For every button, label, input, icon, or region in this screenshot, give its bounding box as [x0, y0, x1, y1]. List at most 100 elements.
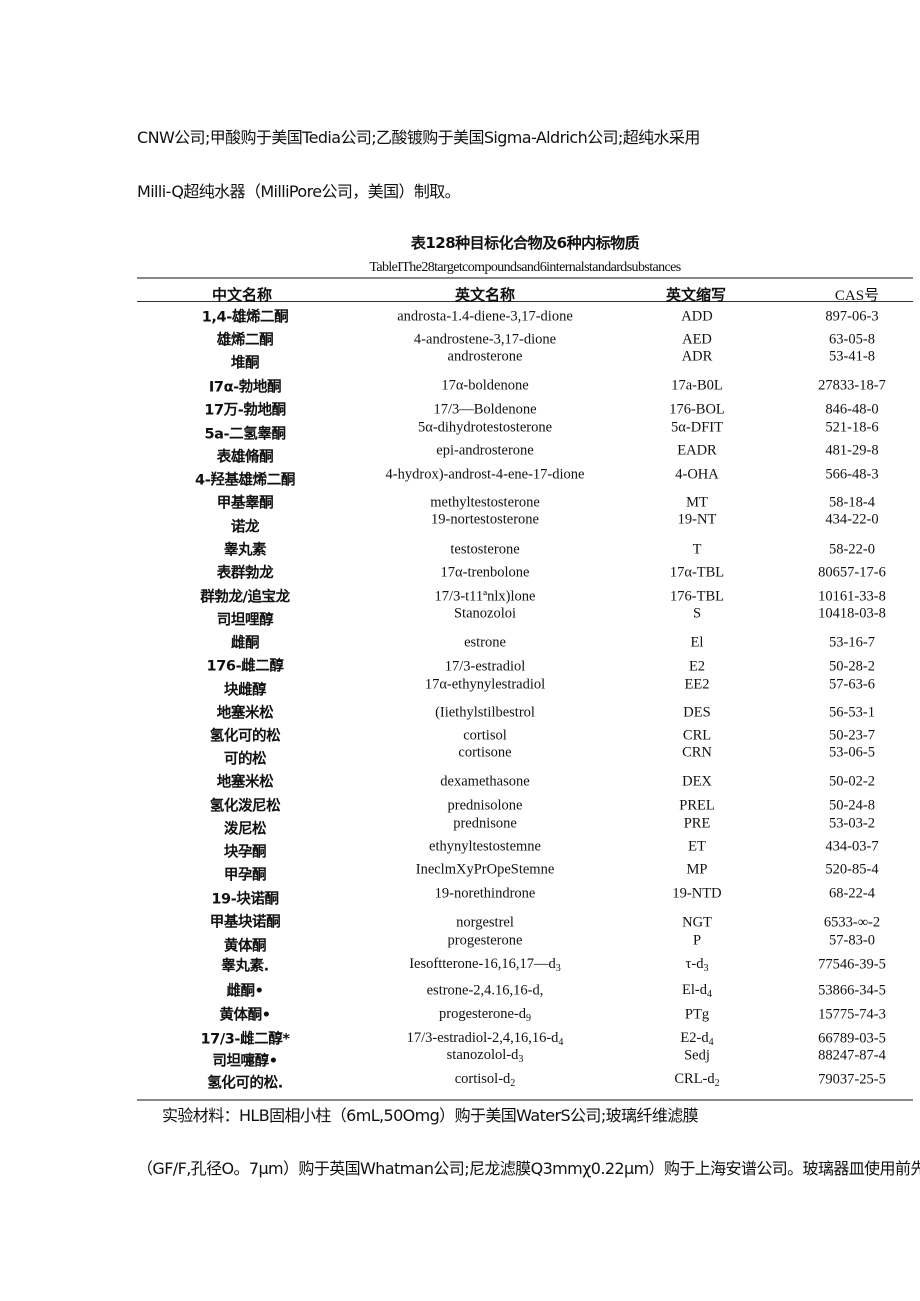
cell-abbreviation-text: 17a-B0L — [671, 377, 723, 394]
cell-chinese-name: 雌酮 — [231, 632, 260, 653]
cell-abbreviation: CRL-d2 — [674, 1071, 719, 1089]
cell-abbreviation-text: PRE — [683, 815, 711, 832]
cell-english-name: testosterone — [450, 542, 519, 559]
cell-english-name: estrone-2,4.16,16-d, — [427, 983, 544, 1000]
cell-abbreviation-text: CRL — [682, 727, 712, 744]
cell-cas: 15775-74-3 — [818, 1007, 886, 1024]
cell-cas: 53-16-7 — [829, 635, 875, 652]
cell-english-name: (Iiethylstilbestrol — [435, 705, 535, 722]
cell-abbreviation: ADR — [682, 349, 713, 366]
cell-abbreviation-text: EE2 — [684, 676, 710, 693]
cell-english-name: 17/3—Boldenone — [433, 402, 536, 419]
cell-english-name: prednisolone — [448, 798, 523, 815]
cell-english-name: epi-androsterone — [436, 443, 533, 460]
cell-chinese-name: 甲孕酮 — [224, 864, 267, 885]
cell-chinese-name: 甲基睾酮 — [217, 492, 274, 513]
cell-cas-text: 481-29-8 — [825, 442, 879, 459]
cell-english-name: 19-norethindrone — [435, 886, 536, 903]
cell-english-name-text: 5α-dihydrotestosterone — [417, 419, 553, 436]
cell-cas-text: 566-48-3 — [825, 466, 879, 483]
cell-chinese-name-text: 堆酮 — [230, 355, 260, 372]
cell-abbreviation: AED — [682, 332, 712, 349]
cell-cas-text: 521-18-6 — [825, 419, 879, 436]
cell-english-name-text: (Iiethylstilbestrol — [435, 704, 535, 721]
cell-english-name: 19-nortestosterone — [431, 512, 539, 529]
cell-english-name: 17/3-t11ªnlx)lone — [435, 589, 536, 606]
cell-abbreviation-text: P — [692, 932, 702, 949]
cell-english-name-text: 17/3—Boldenone — [433, 401, 537, 418]
cell-cas-text: 15775-74-3 — [818, 1006, 886, 1023]
subscript: 4 — [558, 1037, 564, 1048]
cell-english-name: IneclmXyPrOpeStemne — [416, 862, 555, 879]
cell-cas: 53-03-2 — [829, 816, 875, 833]
cell-chinese-name: 氢化可的松. — [207, 1072, 283, 1093]
cell-abbreviation-text: DEX — [682, 773, 712, 790]
cell-chinese-name: 诺龙 — [231, 516, 260, 537]
cell-english-name: Stanozoloi — [454, 606, 516, 623]
cell-abbreviation-text: τ-d — [685, 956, 704, 972]
cell-abbreviation-text: PTg — [684, 1006, 710, 1023]
cell-abbreviation-text: El-d — [682, 982, 707, 998]
cell-chinese-name-text: 氢化泼尼松 — [209, 798, 281, 815]
cell-cas-text: 53-16-7 — [829, 634, 875, 651]
cell-cas: 434-03-7 — [825, 839, 878, 856]
cell-cas: 10161-33-8 — [818, 589, 886, 606]
cell-cas-text: 77546-39-5 — [818, 956, 886, 973]
cell-english-name-text: cortisone — [458, 744, 512, 761]
cell-abbreviation-text: ADR — [681, 348, 713, 365]
cell-abbreviation-text: El — [690, 634, 704, 651]
cell-english-name: progesterone — [448, 933, 523, 950]
cell-english-name: stanozolol-d3 — [447, 1047, 524, 1065]
cell-abbreviation: PTg — [685, 1007, 709, 1024]
cell-cas-text: 53-06-5 — [829, 744, 875, 761]
cell-chinese-name-text: 睾丸素 — [223, 542, 267, 559]
cell-cas-text: 10161-33-8 — [818, 588, 886, 605]
cell-abbreviation-text: 17α-TBL — [669, 564, 725, 581]
cell-english-name-text: Iesoftterone-16,16,17—d — [409, 956, 556, 972]
cell-cas: 566-48-3 — [825, 467, 878, 484]
subscript: 2 — [510, 1078, 516, 1089]
cell-cas: 63-05-8 — [829, 332, 875, 349]
cell-english-name: 17/3-estradiol-2,4,16,16-d4 — [407, 1030, 564, 1048]
cell-chinese-name: 块雌醇 — [224, 679, 267, 700]
cell-english-name-text: stanozolol-d — [446, 1047, 519, 1063]
cell-chinese-name: 176-雌二醇 — [207, 655, 284, 676]
cell-english-name-text: 17α-ethynylestradiol — [424, 676, 546, 693]
cell-chinese-name: 表群勃龙 — [217, 562, 274, 583]
cell-chinese-name: 泼尼松 — [224, 818, 267, 839]
cell-abbreviation: 19-NT — [678, 512, 717, 529]
cell-abbreviation: DES — [683, 705, 710, 722]
cell-english-name-text: progesterone-d — [439, 1006, 526, 1022]
cell-abbreviation: El — [691, 635, 704, 652]
cell-english-name-text: testosterone — [450, 541, 520, 558]
cell-cas-text: 10418-03-8 — [818, 605, 886, 622]
cell-chinese-name-text: 19-块诺酮 — [211, 891, 279, 908]
cell-chinese-name-text: 176-雌二醇 — [206, 658, 284, 675]
cell-cas: 481-29-8 — [825, 443, 878, 460]
cell-chinese-name: 堆酮 — [230, 352, 260, 373]
cell-abbreviation-text: E2 — [688, 658, 706, 675]
cell-abbreviation: E2-d4 — [680, 1030, 713, 1048]
cell-abbreviation-text: EADR — [677, 442, 717, 459]
cell-chinese-name: 块孕酮 — [224, 841, 267, 862]
subscript: 4 — [708, 1037, 714, 1048]
cell-abbreviation-text: T — [692, 541, 702, 558]
cell-abbreviation-text: Sedj — [684, 1047, 710, 1064]
cell-cas-text: 79037-25-5 — [818, 1071, 886, 1088]
cell-cas-text: 58-22-0 — [829, 541, 875, 558]
cell-english-name-text: methyltestosterone — [430, 494, 540, 511]
cell-cas: 10418-03-8 — [818, 606, 886, 623]
cell-english-name-text: norgestrel — [456, 914, 514, 931]
cell-english-name-text: ethynyltestostemne — [429, 838, 541, 855]
cell-cas-text: 53866-34-5 — [818, 982, 886, 999]
paragraph-line: Milli-Q超纯水器（MilliPore公司，美国）制取。 — [137, 182, 461, 201]
paragraph-line: 实验材料：HLB固相小柱（6mL,50Omg）购于美国WaterS公司;玻璃纤维… — [162, 1106, 699, 1125]
cell-cas: 846-48-0 — [825, 402, 878, 419]
cell-english-name: 17α-ethynylestradiol — [425, 677, 545, 694]
cell-abbreviation: EADR — [677, 443, 716, 460]
cell-cas: 50-28-2 — [829, 659, 875, 676]
cell-chinese-name: 黄体酮 — [224, 935, 267, 956]
cell-chinese-name-text: 司坦嚏醇• — [212, 1053, 278, 1070]
subscript: 3 — [518, 1054, 524, 1065]
cell-chinese-name: 地塞米松 — [217, 702, 274, 723]
